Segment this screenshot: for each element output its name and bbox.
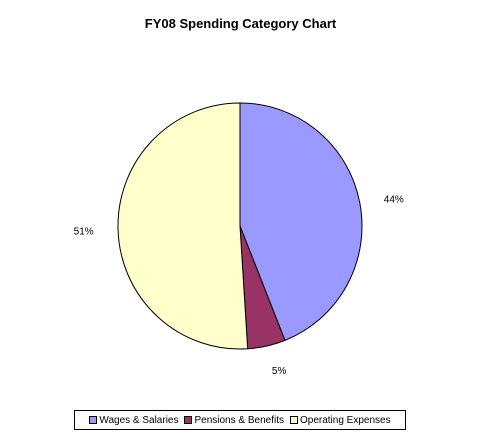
pie-label-pensions: 5%: [272, 366, 287, 377]
pie-slice-operating: [117, 102, 249, 350]
chart-title: FY08 Spending Category Chart: [144, 16, 337, 31]
legend-label-wages: Wages & Salaries: [99, 414, 179, 426]
legend-swatch-wages: [89, 416, 98, 424]
legend-item-wages: Wages & Salaries: [89, 415, 178, 426]
pie-label-wages: 44%: [384, 194, 404, 205]
legend-item-operating: Operating Expenses: [289, 414, 391, 426]
legend: Wages & Salaries Pensions & Benefits Ope…: [74, 410, 406, 430]
legend-swatch-operating: [289, 416, 298, 424]
legend-label-pensions: Pensions & Benefits: [194, 414, 284, 426]
legend-swatch-pensions: [184, 416, 193, 424]
legend-label-operating: Operating Expenses: [299, 414, 391, 426]
legend-item-pensions: Pensions & Benefits: [184, 415, 284, 426]
pie-label-operating: 51%: [74, 227, 94, 238]
pie-slice-wages: [239, 102, 363, 342]
pie-chart: 44% 5% 51%: [74, 102, 404, 377]
